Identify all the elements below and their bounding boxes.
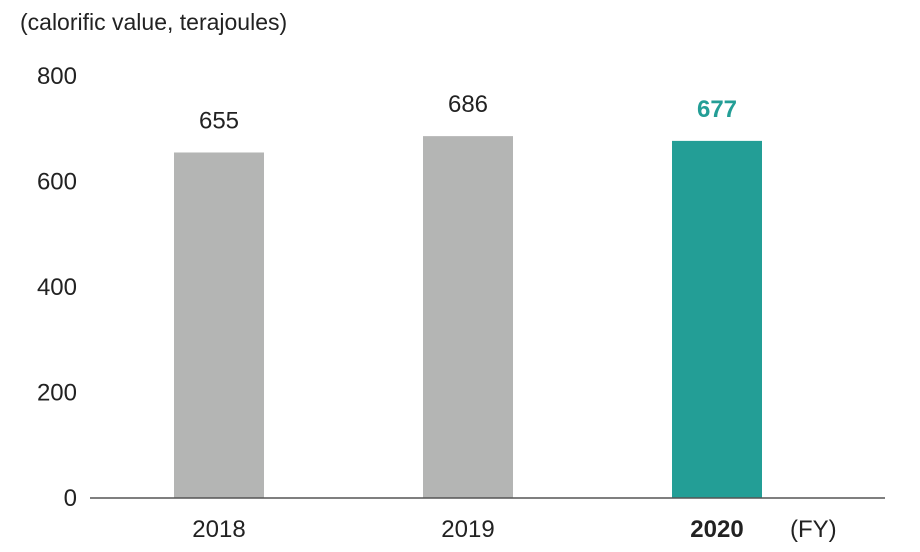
x-axis-ticks: 2018 2019 2020 [192,516,743,543]
y-axis-ticks: 0 200 400 600 800 [37,63,77,512]
y-tick-label: 600 [37,169,77,196]
data-label-2018: 655 [199,107,239,134]
y-tick-label: 200 [37,380,77,407]
bars [174,136,762,499]
y-tick-label: 0 [64,485,77,512]
data-label-2019: 686 [448,91,488,118]
x-tick-label-2020: 2020 [690,516,743,543]
bar-2018 [174,152,264,499]
bar-2019 [423,136,513,498]
unit-label: (calorific value, terajoules) [20,9,287,35]
x-tick-label-2019: 2019 [441,516,494,543]
bar-2020 [672,140,762,498]
x-tick-label-2018: 2018 [192,516,245,543]
y-tick-label: 800 [37,63,77,90]
x-axis-label: (FY) [790,516,837,543]
data-label-2020: 677 [697,96,737,123]
data-labels: 655 686 677 [199,91,737,134]
y-tick-label: 400 [37,274,77,301]
